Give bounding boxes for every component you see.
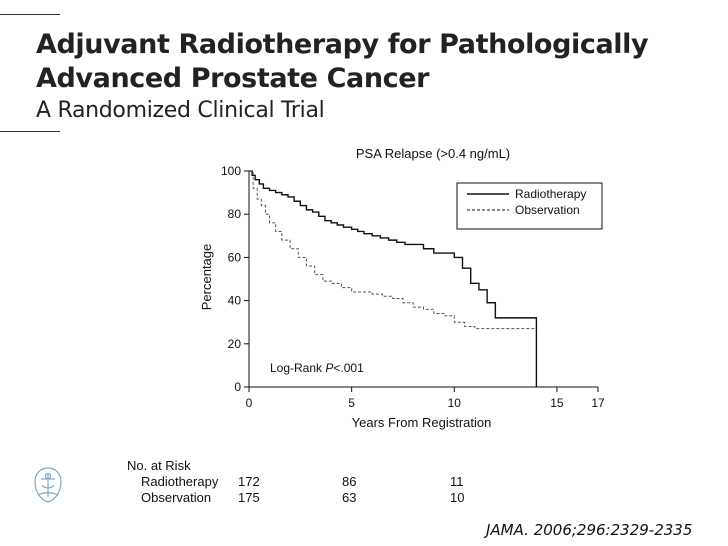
title-rule-bottom [0, 131, 60, 132]
y-tick-label: 80 [228, 207, 242, 221]
chart-title: PSA Relapse (>0.4 ng/mL) [356, 146, 510, 161]
y-axis-label: Percentage [199, 244, 214, 311]
x-tick-label: 5 [348, 396, 355, 410]
at-risk-count: 10 [450, 490, 465, 505]
y-tick-label: 100 [221, 164, 241, 178]
y-tick-label: 40 [228, 294, 242, 308]
slide-subtitle: A Randomized Clinical Trial [36, 98, 325, 123]
at-risk-count: 63 [342, 490, 357, 505]
y-tick-label: 20 [228, 337, 242, 351]
at-risk-count: 11 [450, 474, 464, 489]
slide-title-line-2: Advanced Prostate Cancer [36, 63, 430, 94]
log-rank-annotation: Log-Rank P<.001 [270, 361, 364, 375]
journal-seal-icon [34, 467, 62, 503]
series-line-observation [249, 170, 537, 330]
y-tick-label: 60 [228, 250, 242, 264]
x-tick-label: 15 [550, 396, 564, 410]
x-axis-label: Years From Registration [352, 415, 492, 430]
title-rule-top [0, 14, 60, 15]
y-tick-label: 0 [234, 380, 241, 394]
slide-title: Adjuvant Radiotherapy for Pathologically… [36, 28, 649, 96]
journal-citation: JAMA. 2006;296:2329-2335 [486, 521, 693, 539]
legend-box [456, 182, 603, 230]
x-tick-label: 17 [591, 396, 605, 410]
at-risk-label: Observation [141, 490, 212, 505]
at-risk-label: Radiotherapy [141, 474, 219, 489]
at-risk-header: No. at Risk [127, 458, 191, 473]
at-risk-count: 86 [342, 474, 357, 489]
at-risk-count: 175 [238, 490, 260, 505]
at-risk-count: 172 [238, 474, 260, 489]
legend-label: Radiotherapy [515, 187, 586, 201]
x-tick-label: 0 [246, 396, 253, 410]
slide-title-line-1: Adjuvant Radiotherapy for Pathologically [36, 29, 649, 60]
x-tick-label: 10 [448, 396, 462, 410]
series-line-radiotherapy [249, 170, 538, 387]
legend-label: Observation [515, 203, 580, 217]
